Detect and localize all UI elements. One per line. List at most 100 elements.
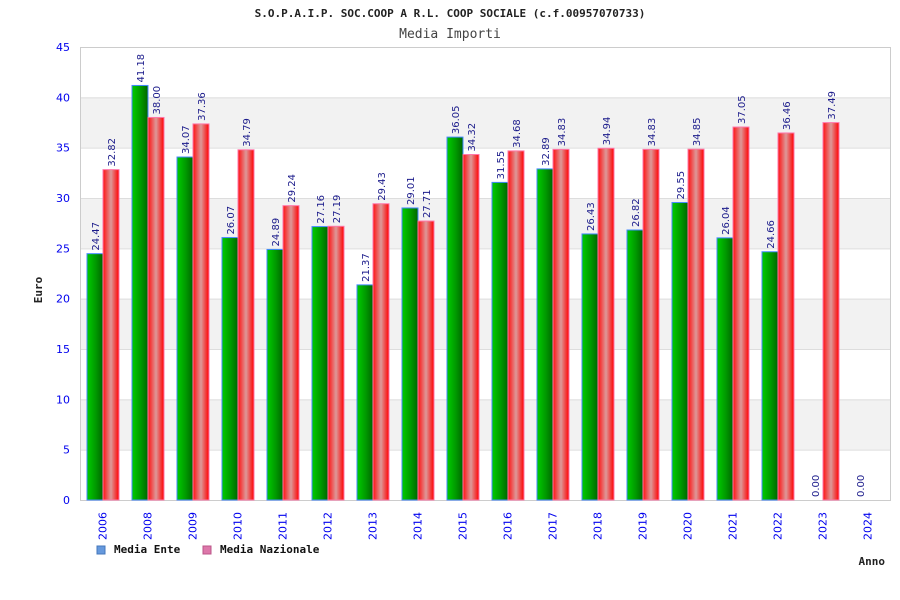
x-axis-label: Anno <box>859 555 886 568</box>
bar-media-nazionale-2009 <box>192 123 210 501</box>
x-tick-label: 2018 <box>592 512 605 540</box>
bar-media-nazionale-2023 <box>822 122 840 501</box>
data-label: 29.01 <box>406 176 417 205</box>
data-label: 37.49 <box>827 91 838 120</box>
bar-media-ente-2011 <box>266 248 284 501</box>
data-label: 26.07 <box>226 206 237 235</box>
data-label: 0.00 <box>856 475 867 497</box>
bar-media-ente-2019 <box>626 229 644 501</box>
x-tick-label: 2013 <box>367 512 380 540</box>
x-tick-label: 2022 <box>772 512 785 540</box>
data-label: 41.18 <box>136 54 147 83</box>
legend-swatch-media-nazionale <box>202 545 212 555</box>
y-tick-label: 10 <box>56 393 70 406</box>
x-tick-label: 2012 <box>322 512 335 540</box>
bar-media-ente-2018 <box>581 233 599 501</box>
bar-media-nazionale-2019 <box>642 148 660 501</box>
data-label: 27.19 <box>332 195 343 224</box>
data-label: 27.16 <box>316 195 327 224</box>
data-label: 37.05 <box>737 95 748 124</box>
data-label: 34.07 <box>181 125 192 154</box>
chart-subtitle: Media Importi <box>399 27 501 42</box>
x-tick-label: 2024 <box>862 512 875 540</box>
data-label: 24.47 <box>91 222 102 251</box>
data-label: 29.43 <box>377 172 388 201</box>
data-label: 24.66 <box>766 220 777 249</box>
data-label: 26.82 <box>631 198 642 227</box>
data-label: 24.89 <box>271 218 282 247</box>
bar-media-ente-2012 <box>311 226 329 501</box>
x-tick-label: 2009 <box>187 512 200 540</box>
data-label: 26.04 <box>721 206 732 235</box>
data-label: 34.94 <box>602 117 613 146</box>
x-tick-label: 2021 <box>727 512 740 540</box>
data-label: 32.82 <box>107 138 118 167</box>
x-tick-label: 2015 <box>457 512 470 540</box>
bar-media-nazionale-2012 <box>327 225 345 501</box>
bar-media-nazionale-2016 <box>507 150 525 501</box>
x-tick-label: 2016 <box>502 512 515 540</box>
bar-media-nazionale-2011 <box>282 205 300 501</box>
x-tick-label: 2014 <box>412 512 425 540</box>
bar-media-nazionale-2015 <box>462 154 480 501</box>
legend: Media Ente Media Nazionale <box>96 543 320 556</box>
grid-band <box>80 97 890 148</box>
grid-band <box>80 298 890 349</box>
y-tick-label: 35 <box>56 142 70 155</box>
bar-media-nazionale-2021 <box>732 126 750 501</box>
grid-band <box>80 399 890 450</box>
bar-media-ente-2015 <box>446 136 464 501</box>
y-tick-label: 5 <box>63 444 70 457</box>
data-label: 34.85 <box>692 118 703 147</box>
data-label: 27.71 <box>422 189 433 218</box>
data-label: 36.05 <box>451 105 462 134</box>
data-label: 31.55 <box>496 151 507 180</box>
bar-media-ente-2010 <box>221 237 239 501</box>
bar-media-nazionale-2014 <box>417 220 435 501</box>
bar-media-nazionale-2010 <box>237 149 255 501</box>
bar-media-ente-2022 <box>761 251 779 501</box>
y-axis-label: Euro <box>32 276 45 303</box>
y-tick-label: 25 <box>56 242 70 255</box>
bar-media-ente-2016 <box>491 181 509 501</box>
data-label: 0.00 <box>811 475 822 497</box>
bar-media-ente-2013 <box>356 284 374 501</box>
bar-media-ente-2020 <box>671 202 689 501</box>
bar-media-ente-2017 <box>536 168 554 501</box>
legend-swatch-media-ente <box>96 545 106 555</box>
y-tick-label: 45 <box>56 41 70 54</box>
bar-media-nazionale-2018 <box>597 147 615 501</box>
data-label: 21.37 <box>361 253 372 282</box>
bar-media-ente-2021 <box>716 237 734 501</box>
data-label: 36.46 <box>782 101 793 130</box>
y-tick-label: 30 <box>56 192 70 205</box>
x-tick-label: 2023 <box>817 512 830 540</box>
bar-media-ente-2009 <box>176 156 194 501</box>
bar-media-nazionale-2022 <box>777 132 795 501</box>
chart-title: S.O.P.A.I.P. SOC.COOP A R.L. COOP SOCIAL… <box>255 7 646 20</box>
bar-media-ente-2008 <box>131 84 149 501</box>
bar-media-ente-2006 <box>86 253 104 501</box>
bar-media-nazionale-2017 <box>552 148 570 501</box>
bar-media-nazionale-2013 <box>372 203 390 501</box>
data-label: 34.83 <box>557 118 568 147</box>
data-label: 32.89 <box>541 137 552 166</box>
bar-media-nazionale-2008 <box>147 116 165 501</box>
x-tick-label: 2017 <box>547 512 560 540</box>
data-label: 34.83 <box>647 118 658 147</box>
bar-media-ente-2014 <box>401 207 419 501</box>
data-label: 34.79 <box>242 118 253 147</box>
legend-label-media-ente: Media Ente <box>114 543 181 556</box>
x-tick-label: 2008 <box>142 512 155 540</box>
x-tick-label: 2011 <box>277 512 290 540</box>
y-tick-label: 40 <box>56 91 70 104</box>
grid-band <box>80 198 890 249</box>
y-tick-label: 20 <box>56 293 70 306</box>
data-label: 26.43 <box>586 202 597 231</box>
x-tick-label: 2006 <box>97 512 110 540</box>
y-tick-label: 0 <box>63 494 70 507</box>
x-tick-label: 2020 <box>682 512 695 540</box>
x-tick-label: 2010 <box>232 512 245 540</box>
legend-label-media-nazionale: Media Nazionale <box>220 543 320 556</box>
